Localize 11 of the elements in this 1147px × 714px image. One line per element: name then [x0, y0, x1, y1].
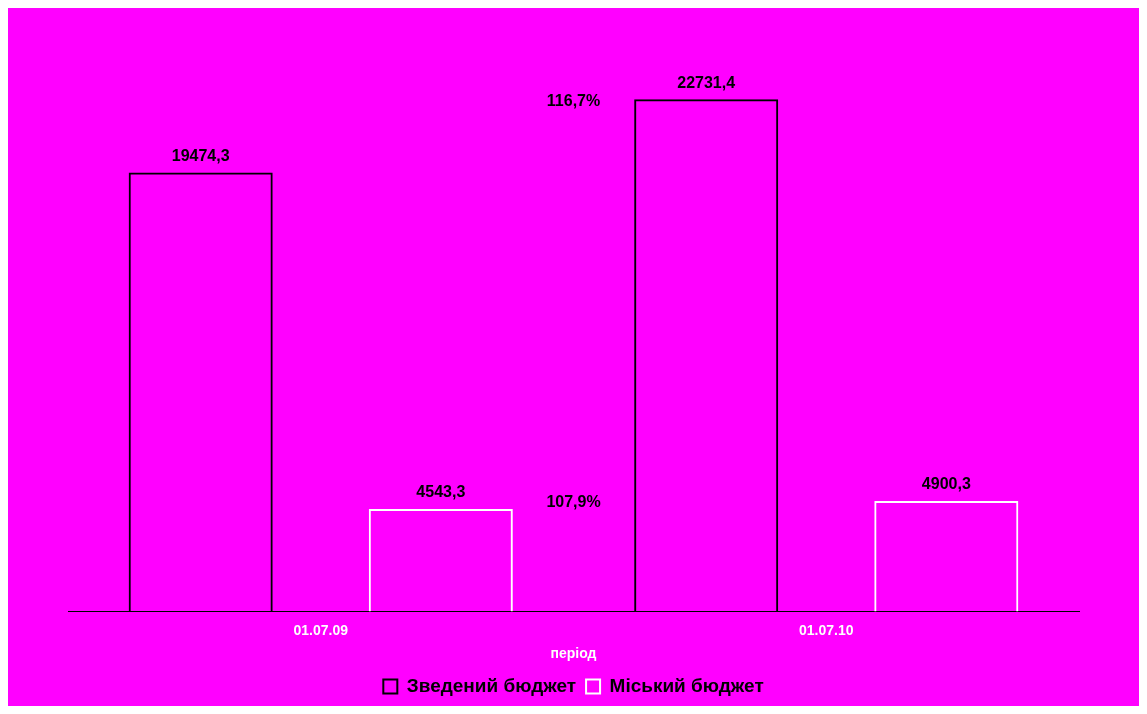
legend-label: Зведений бюджет — [406, 674, 577, 696]
data-label: 4900,3 — [921, 475, 971, 493]
data-label: 19474,3 — [171, 146, 230, 164]
x-axis-title: період — [550, 645, 597, 662]
annotation: 107,9% — [546, 493, 601, 511]
legend-label: Міський бюджет — [609, 674, 764, 696]
data-label: 4543,3 — [416, 483, 466, 501]
x-tick-label: 01.07.10 — [799, 621, 854, 638]
annotation: 116,7% — [546, 91, 601, 109]
x-tick-label: 01.07.09 — [293, 621, 349, 638]
data-label: 22731,4 — [677, 73, 736, 91]
